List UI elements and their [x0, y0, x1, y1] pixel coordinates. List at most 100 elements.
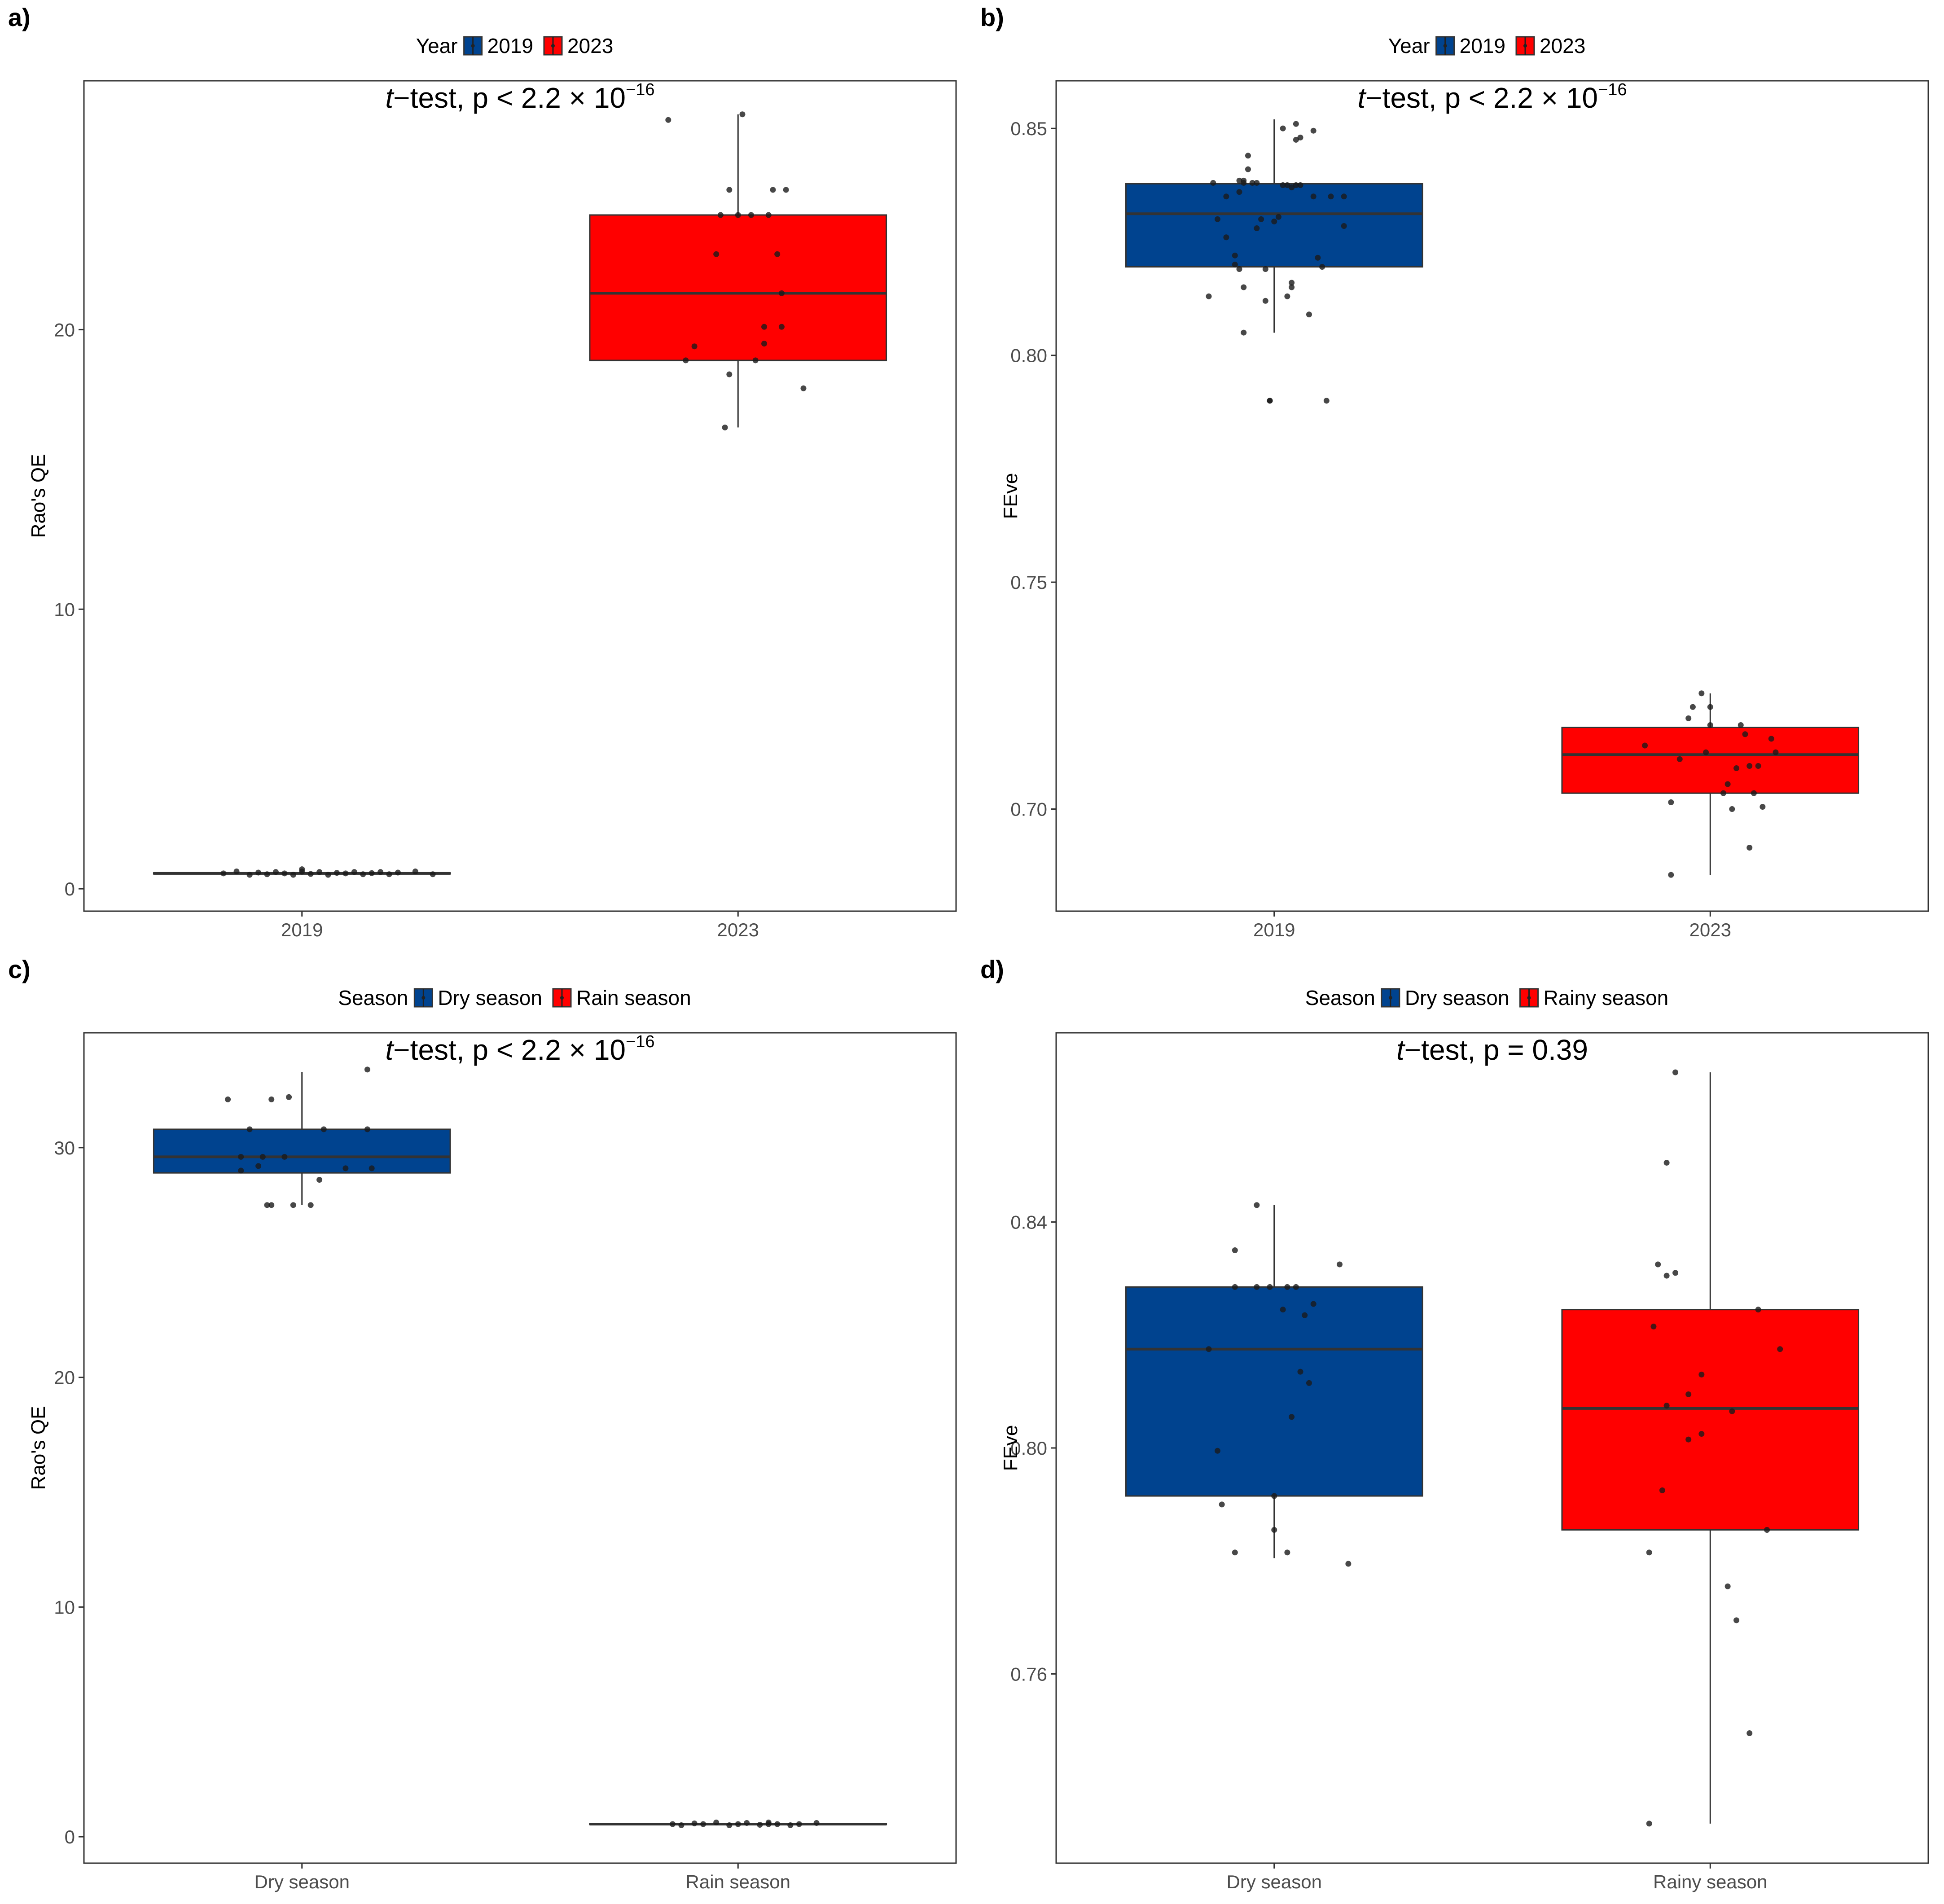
data-point	[726, 187, 733, 193]
data-point	[369, 1165, 375, 1171]
data-point	[1650, 1323, 1657, 1329]
chart-svg-a: a) Year 2019 2023 0 10 20 Rao's QE 2019 2023 t−tes…	[8, 3, 957, 940]
chart-svg-d: d) Season Dry season Rainy season 0.76 0.80 0.…	[980, 955, 1929, 1892]
legend-point-glyph	[551, 44, 555, 48]
data-point	[1729, 806, 1735, 812]
data-point	[1306, 311, 1312, 318]
legend-title: Season	[338, 986, 408, 1009]
panel-a: a) Year 2019 2023 0 10 20 Rao's QE 2019 2023 t−tes…	[0, 0, 972, 952]
data-point	[1663, 1159, 1670, 1166]
box-body	[589, 214, 887, 361]
data-point	[264, 871, 270, 877]
legend-key-blue	[1435, 36, 1455, 56]
plot-frame	[83, 80, 957, 912]
data-point	[778, 324, 785, 330]
box-blue	[1125, 1205, 1423, 1558]
box-red	[1561, 693, 1860, 875]
data-point	[1206, 1346, 1212, 1352]
data-point	[691, 343, 698, 350]
data-point	[1267, 398, 1273, 404]
data-point	[1685, 1391, 1692, 1397]
legend-point-glyph	[1443, 44, 1447, 48]
legend-key-blue	[413, 988, 433, 1008]
legend: Season Dry season Rainy season	[1305, 986, 1668, 1009]
data-point	[778, 290, 785, 296]
data-point	[1271, 1493, 1277, 1499]
legend-key-red	[552, 988, 572, 1008]
data-point	[1747, 763, 1753, 769]
data-point	[1668, 872, 1674, 878]
data-point	[281, 870, 288, 877]
data-point	[334, 870, 340, 876]
data-point	[774, 251, 781, 257]
panel-b: b) Year 2019 2023 0.70 0.75 0.80 0.85 FEve 2019 20…	[972, 0, 1944, 952]
data-point	[1646, 1821, 1652, 1827]
data-point	[364, 1126, 370, 1132]
data-point	[1689, 704, 1696, 710]
data-point	[1777, 1346, 1783, 1352]
data-point	[364, 1066, 370, 1073]
x-tick-label: 2019	[1253, 919, 1295, 940]
panel-d: d) Season Dry season Rainy season 0.76 0.80 0.…	[972, 952, 1944, 1904]
legend-point-glyph	[421, 996, 426, 1000]
y-tick-label: 0	[65, 1826, 75, 1847]
x-tick-label: 2023	[1689, 919, 1731, 940]
data-point	[307, 871, 314, 877]
y-tick-label: 0.70	[1010, 799, 1047, 820]
legend-title: Season	[1305, 986, 1375, 1009]
y-axis-label: FEve	[1000, 473, 1022, 519]
data-point	[1302, 1312, 1308, 1318]
data-point	[787, 1822, 794, 1829]
y-tick-label: 0.76	[1010, 1663, 1047, 1685]
data-point	[765, 212, 772, 218]
annotation: t−test, p < 2.2 × 10−16	[386, 1032, 655, 1066]
legend-label: 2019	[487, 34, 533, 57]
y-axis-label: Rao's QE	[27, 1406, 49, 1490]
data-point	[1742, 731, 1748, 737]
y-tick-label: 10	[54, 1597, 75, 1618]
data-point	[1267, 1284, 1273, 1290]
legend: Year 2019 2023	[1388, 34, 1586, 57]
data-point	[1254, 180, 1260, 186]
data-point	[1345, 1561, 1352, 1567]
data-point	[1663, 1403, 1670, 1409]
data-point	[1293, 182, 1299, 189]
data-point	[761, 341, 768, 347]
y-tick-label: 20	[54, 319, 75, 340]
data-point	[1323, 398, 1330, 404]
box-body	[1125, 183, 1423, 268]
data-point	[1310, 1301, 1316, 1307]
data-point	[1271, 1527, 1277, 1533]
data-point	[1747, 1730, 1753, 1737]
data-point	[1210, 180, 1216, 186]
data-point	[735, 212, 741, 218]
legend-label: Dry season	[438, 986, 542, 1009]
data-point	[1729, 1408, 1735, 1414]
legend-label: 2019	[1460, 34, 1505, 57]
data-point	[1733, 765, 1740, 772]
y-tick-label: 0.80	[1010, 345, 1047, 366]
annotation-italic-t: t	[1358, 82, 1367, 114]
data-point	[765, 1819, 772, 1825]
y-tick-label: 0.75	[1010, 572, 1047, 593]
data-point	[430, 871, 436, 877]
data-point	[320, 1126, 327, 1132]
data-point	[813, 1820, 820, 1826]
data-point	[713, 251, 720, 257]
data-point	[1336, 1261, 1343, 1268]
legend-key-red	[543, 36, 563, 56]
data-point	[1685, 715, 1692, 721]
data-point	[683, 357, 689, 364]
data-point	[1236, 177, 1242, 184]
data-point	[1245, 153, 1251, 159]
data-point	[783, 187, 789, 193]
data-point	[770, 187, 776, 193]
data-point	[1310, 193, 1316, 200]
data-point	[316, 1177, 323, 1183]
data-point	[1280, 1307, 1286, 1313]
data-point	[1284, 1284, 1290, 1290]
data-point	[1284, 293, 1290, 299]
data-point	[1293, 136, 1299, 143]
legend-label: 2023	[567, 34, 613, 57]
box-body	[153, 1128, 451, 1174]
